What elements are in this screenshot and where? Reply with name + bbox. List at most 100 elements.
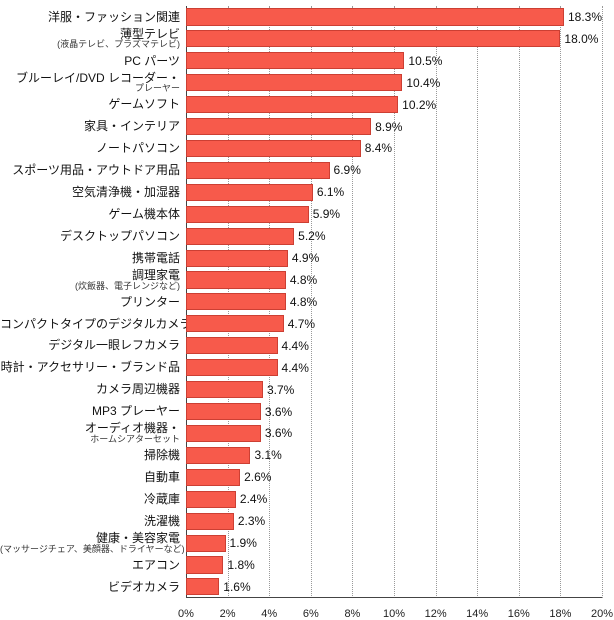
bar-area: 1.6% [186,576,602,598]
category-label-main: ゲームソフト [108,97,180,111]
category-label: ノートパソコン [0,142,186,155]
bar [186,96,398,113]
bar-area: 4.9% [186,247,602,269]
x-tick-label: 2% [220,608,236,620]
chart-row: 時計・アクセサリー・ブランド品4.4% [0,357,614,379]
value-label: 1.9% [230,536,257,550]
bar [186,52,404,69]
chart-row: 健康・美容家電(マッサージチェア、美顔器、ドライヤーなど)1.9% [0,532,614,554]
chart-row: 調理家電(炊飯器、電子レンジなど)4.8% [0,269,614,291]
bar-area: 3.6% [186,423,602,445]
x-tick-label: 10% [383,608,405,620]
chart-row: 家具・インテリア8.9% [0,116,614,138]
bar [186,491,236,508]
value-label: 4.4% [282,361,309,375]
bar-area: 8.9% [186,116,602,138]
horizontal-bar-chart: 0%2%4%6%8%10%12%14%16%18%20% 洋服・ファッション関連… [0,0,614,620]
category-label-main: カメラ周辺機器 [96,382,180,396]
bar-area: 6.1% [186,181,602,203]
value-label: 2.4% [240,492,267,506]
bar [186,359,278,376]
value-label: 5.2% [298,229,325,243]
bar [186,118,371,135]
value-label: 4.7% [288,317,315,331]
chart-row: カメラ周辺機器 3.7% [0,379,614,401]
chart-row: デスクトップパソコン 5.2% [0,225,614,247]
chart-row: コンパクトタイプのデジタルカメラ4.7% [0,313,614,335]
chart-row: 空気清浄機・加湿器 6.1% [0,181,614,203]
category-label-sub: プレーヤー [0,84,180,93]
bar [186,513,234,530]
bar-area: 3.7% [186,379,602,401]
bar [186,469,240,486]
category-label: 掃除機 [0,449,186,462]
chart-row: スポーツ用品・アウトドア用品 6.9% [0,159,614,181]
bar-area: 2.6% [186,466,602,488]
bar-area: 3.1% [186,444,602,466]
category-label-main: 掃除機 [144,448,180,462]
category-label-main: デジタル一眼レフカメラ [48,338,180,352]
category-label: デジタル一眼レフカメラ [0,339,186,352]
value-label: 3.6% [265,426,292,440]
category-label: 空気清浄機・加湿器 [0,186,186,199]
chart-row: ビデオカメラ 1.6% [0,576,614,598]
category-label-main: 自動車 [144,470,180,484]
chart-row: ゲーム機本体 5.9% [0,203,614,225]
category-label: 洋服・ファッション関連 [0,11,186,24]
value-label: 2.6% [244,470,271,484]
value-label: 10.4% [406,76,440,90]
chart-row: エアコン1.8% [0,554,614,576]
bar-area: 10.5% [186,50,602,72]
category-label: ゲーム機本体 [0,208,186,221]
bar-area: 3.6% [186,401,602,423]
category-label: ゲームソフト [0,98,186,111]
bar [186,74,402,91]
category-label: PC パーツ [0,55,186,68]
chart-row: ゲームソフト 10.2% [0,94,614,116]
category-label: 洗濯機 [0,515,186,528]
value-label: 5.9% [313,207,340,221]
x-tick-label: 14% [466,608,488,620]
category-label: プリンター [0,296,186,309]
category-label-main: スポーツ用品・アウトドア用品 [12,163,180,177]
chart-row: 薄型テレビ(液晶テレビ、プラズマテレビ)18.0% [0,28,614,50]
category-label-main: 洋服・ファッション関連 [48,10,180,24]
value-label: 4.4% [282,339,309,353]
bar [186,293,286,310]
category-label: 冷蔵庫 [0,493,186,506]
value-label: 1.6% [223,580,250,594]
category-label-main: ノートパソコン [96,141,180,155]
category-label-sub: (炊飯器、電子レンジなど) [0,282,180,291]
bar-area: 6.9% [186,159,602,181]
chart-row: 冷蔵庫 2.4% [0,488,614,510]
bar [186,447,250,464]
bar [186,206,309,223]
category-label-main: PC パーツ [124,54,180,68]
category-label-main: 携帯電話 [132,251,180,265]
chart-row: オーディオ機器・ホームシアターセット 3.6% [0,423,614,445]
bar-area: 10.4% [186,72,602,94]
value-label: 6.9% [334,163,361,177]
chart-row: 掃除機 3.1% [0,444,614,466]
x-tick-label: 4% [261,608,277,620]
bar-area: 18.0% [186,28,602,50]
category-label: MP3 プレーヤー [0,405,186,418]
category-label-main: 冷蔵庫 [144,492,180,506]
category-label-main: 空気清浄機・加湿器 [72,185,180,199]
category-label: カメラ周辺機器 [0,383,186,396]
category-label-main: ビデオカメラ [108,580,180,594]
bar [186,184,313,201]
category-label-sub: (マッサージチェア、美顔器、ドライヤーなど) [0,545,180,554]
value-label: 1.8% [227,558,254,572]
bar-area: 10.2% [186,94,602,116]
chart-row: 携帯電話 4.9% [0,247,614,269]
value-label: 3.6% [265,405,292,419]
bar [186,425,261,442]
x-tick-label: 18% [549,608,571,620]
category-label: ブルーレイ/DVD レコーダー・プレーヤー [0,72,186,94]
value-label: 4.8% [290,273,317,287]
category-label-main: デスクトップパソコン [60,229,180,243]
category-label-sub: (液晶テレビ、プラズマテレビ) [0,40,180,49]
bar-area: 18.3% [186,6,602,28]
category-label: オーディオ機器・ホームシアターセット [0,422,186,444]
